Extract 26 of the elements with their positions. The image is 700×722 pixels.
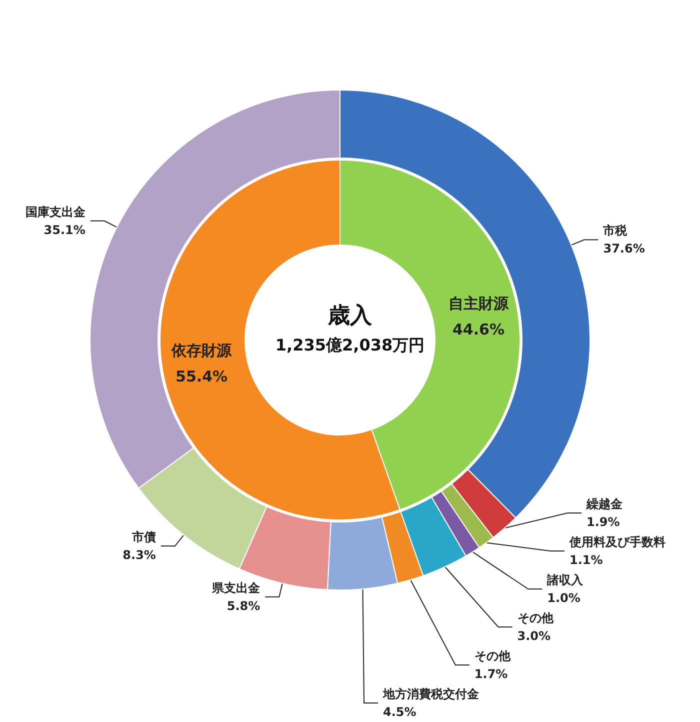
slice-label: 県支出金 [211,580,262,595]
data-label: 1.1% [569,553,603,567]
data-label: 4.5% [383,705,416,719]
slice-label: 使用料及び手数料 [568,535,666,549]
slice-label: 国庫支出金 [25,204,86,219]
slice-label: 諸収入 [546,573,584,587]
slice-label: 依存財源 [170,342,233,360]
slice-label: 自主財源 [448,294,510,312]
data-label: 8.3% [122,548,156,562]
slice-label: 市債 [130,530,156,544]
slice-label: 繰越金 [586,497,624,511]
slice-label: その他 [474,649,512,663]
data-label: 3.0% [517,629,551,643]
text: 歳入 [327,304,373,328]
data-label: 37.6% [603,242,645,256]
slice-label: その他 [517,611,554,625]
data-label: 55.4% [175,368,228,386]
data-label: 1.7% [474,667,508,681]
data-label: 5.8% [226,598,260,613]
slice-label: 市税 [602,224,628,238]
data-label: 1.9% [586,515,620,529]
text: 1,235億2,038万円 [275,336,425,354]
data-label: 44.6% [452,320,505,338]
slice-label: 地方消費税交付金 [382,687,480,701]
data-label: 35.1% [44,222,86,237]
data-label: 1.0% [547,591,580,605]
